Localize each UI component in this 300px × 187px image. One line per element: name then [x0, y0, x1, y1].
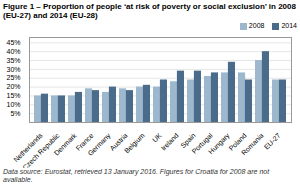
- html-text:Data source: Eurostat, retriev: Data source: Eurostat, retrieved 13 Janu…: [3, 168, 270, 184]
- svg-text:Ireland: Ireland: [160, 132, 180, 152]
- html-text:2008: 2008: [248, 22, 265, 30]
- svg-text:France: France: [74, 132, 95, 153]
- html-text:Figure 1 – Proportion of peopl: Figure 1 – Proportion of people ‘at risk…: [3, 2, 296, 21]
- svg-text:35%: 35%: [6, 57, 20, 64]
- html-text:2014: 2014: [281, 22, 297, 30]
- svg-text:Portugal: Portugal: [190, 132, 214, 156]
- svg-text:30%: 30%: [6, 66, 20, 73]
- svg-text:10%: 10%: [6, 101, 20, 108]
- svg-text:40%: 40%: [6, 48, 20, 55]
- svg-text:5%: 5%: [10, 110, 20, 117]
- svg-text:Austria: Austria: [108, 132, 129, 153]
- svg-text:Germany: Germany: [86, 132, 112, 158]
- svg-text:Hungary: Hungary: [207, 132, 232, 157]
- svg-text:EU-27: EU-27: [263, 132, 282, 151]
- svg-text:Denmark: Denmark: [53, 132, 78, 157]
- svg-text:15%: 15%: [6, 93, 20, 100]
- svg-text:Belgium: Belgium: [123, 132, 147, 156]
- svg-text:Netherlands: Netherlands: [12, 132, 44, 164]
- svg-text:Romania: Romania: [240, 132, 265, 157]
- svg-text:Poland: Poland: [227, 132, 248, 153]
- svg-text:45%: 45%: [6, 39, 20, 46]
- svg-text:Spain: Spain: [179, 132, 197, 150]
- svg-text:25%: 25%: [6, 75, 20, 82]
- svg-text:UK: UK: [151, 132, 163, 144]
- svg-text:20%: 20%: [6, 84, 20, 91]
